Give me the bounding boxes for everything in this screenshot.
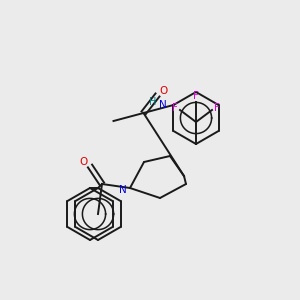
Text: F: F [172, 103, 178, 113]
Text: F: F [193, 91, 199, 101]
Text: O: O [159, 86, 168, 96]
Text: N: N [119, 185, 127, 195]
Text: H: H [149, 97, 156, 107]
Text: F: F [214, 103, 220, 113]
Text: O: O [79, 157, 87, 167]
Text: N: N [159, 100, 167, 110]
